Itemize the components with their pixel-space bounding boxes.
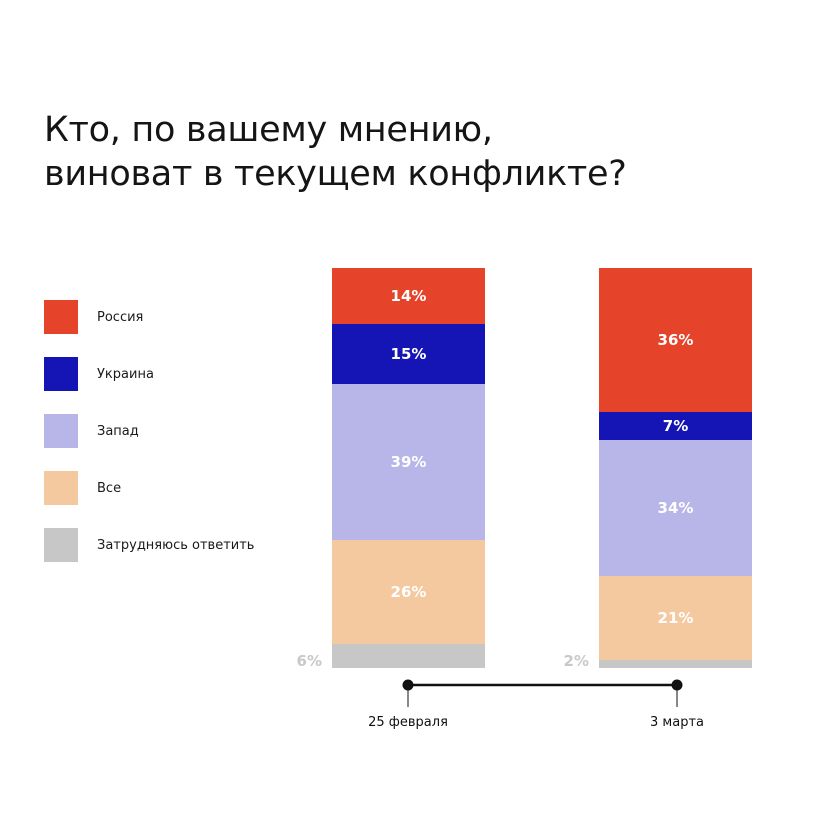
legend-swatch-undecided: [44, 528, 78, 562]
legend-item-west: Запад: [44, 414, 254, 448]
legend-label-russia: Россия: [97, 309, 144, 325]
legend-item-all: Все: [44, 471, 254, 505]
title-line-2: виноват в текущем конфликте?: [44, 154, 627, 194]
bar-segment-undecided-mar3: [599, 660, 752, 668]
legend-label-west: Запад: [97, 423, 139, 439]
data-label-undecided-mar3: 2%: [564, 652, 589, 670]
data-label-west-feb25: 39%: [391, 453, 427, 471]
legend-swatch-ukraine: [44, 357, 78, 391]
legend-swatch-russia: [44, 300, 78, 334]
data-label-russia-feb25: 14%: [391, 287, 427, 305]
legend-item-ukraine: Украина: [44, 357, 254, 391]
bar-segment-undecided-feb25: [332, 644, 485, 668]
legend-label-all: Все: [97, 480, 122, 496]
bar-segment-russia-mar3: [599, 268, 752, 412]
bar-segment-all-feb25: [332, 540, 485, 644]
legend-item-russia: Россия: [44, 300, 254, 334]
x-tick-label-mar3: 3 марта: [650, 715, 704, 730]
data-label-undecided-feb25: 6%: [297, 652, 322, 670]
legend-label-undecided: Затрудняюсь ответить: [97, 537, 255, 553]
chart-title: Кто, по вашему мнению, виноват в текущем…: [44, 108, 627, 196]
bar-segment-ukraine-mar3: [599, 412, 752, 440]
data-label-ukraine-mar3: 7%: [663, 417, 688, 435]
legend: Россия Украина Запад Все Затрудняюсь отв…: [44, 300, 254, 585]
data-label-all-feb25: 26%: [391, 583, 427, 601]
bar-segment-ukraine-feb25: [332, 324, 485, 384]
legend-label-ukraine: Украина: [97, 366, 154, 382]
bar-segment-all-mar3: [599, 576, 752, 660]
title-line-1: Кто, по вашему мнению,: [44, 110, 493, 150]
data-label-russia-mar3: 36%: [658, 331, 694, 349]
legend-item-undecided: Затрудняюсь ответить: [44, 528, 254, 562]
bar-segment-west-feb25: [332, 384, 485, 540]
legend-swatch-all: [44, 471, 78, 505]
data-label-ukraine-feb25: 15%: [391, 345, 427, 363]
bar-segment-russia-feb25: [332, 268, 485, 324]
bar-segment-west-mar3: [599, 440, 752, 576]
x-tick-label-feb25: 25 февраля: [368, 715, 448, 730]
data-label-all-mar3: 21%: [658, 609, 694, 627]
timeline-dot-mar3: [671, 679, 683, 691]
data-label-west-mar3: 34%: [658, 499, 694, 517]
timeline-dot-feb25: [402, 679, 414, 691]
legend-swatch-west: [44, 414, 78, 448]
